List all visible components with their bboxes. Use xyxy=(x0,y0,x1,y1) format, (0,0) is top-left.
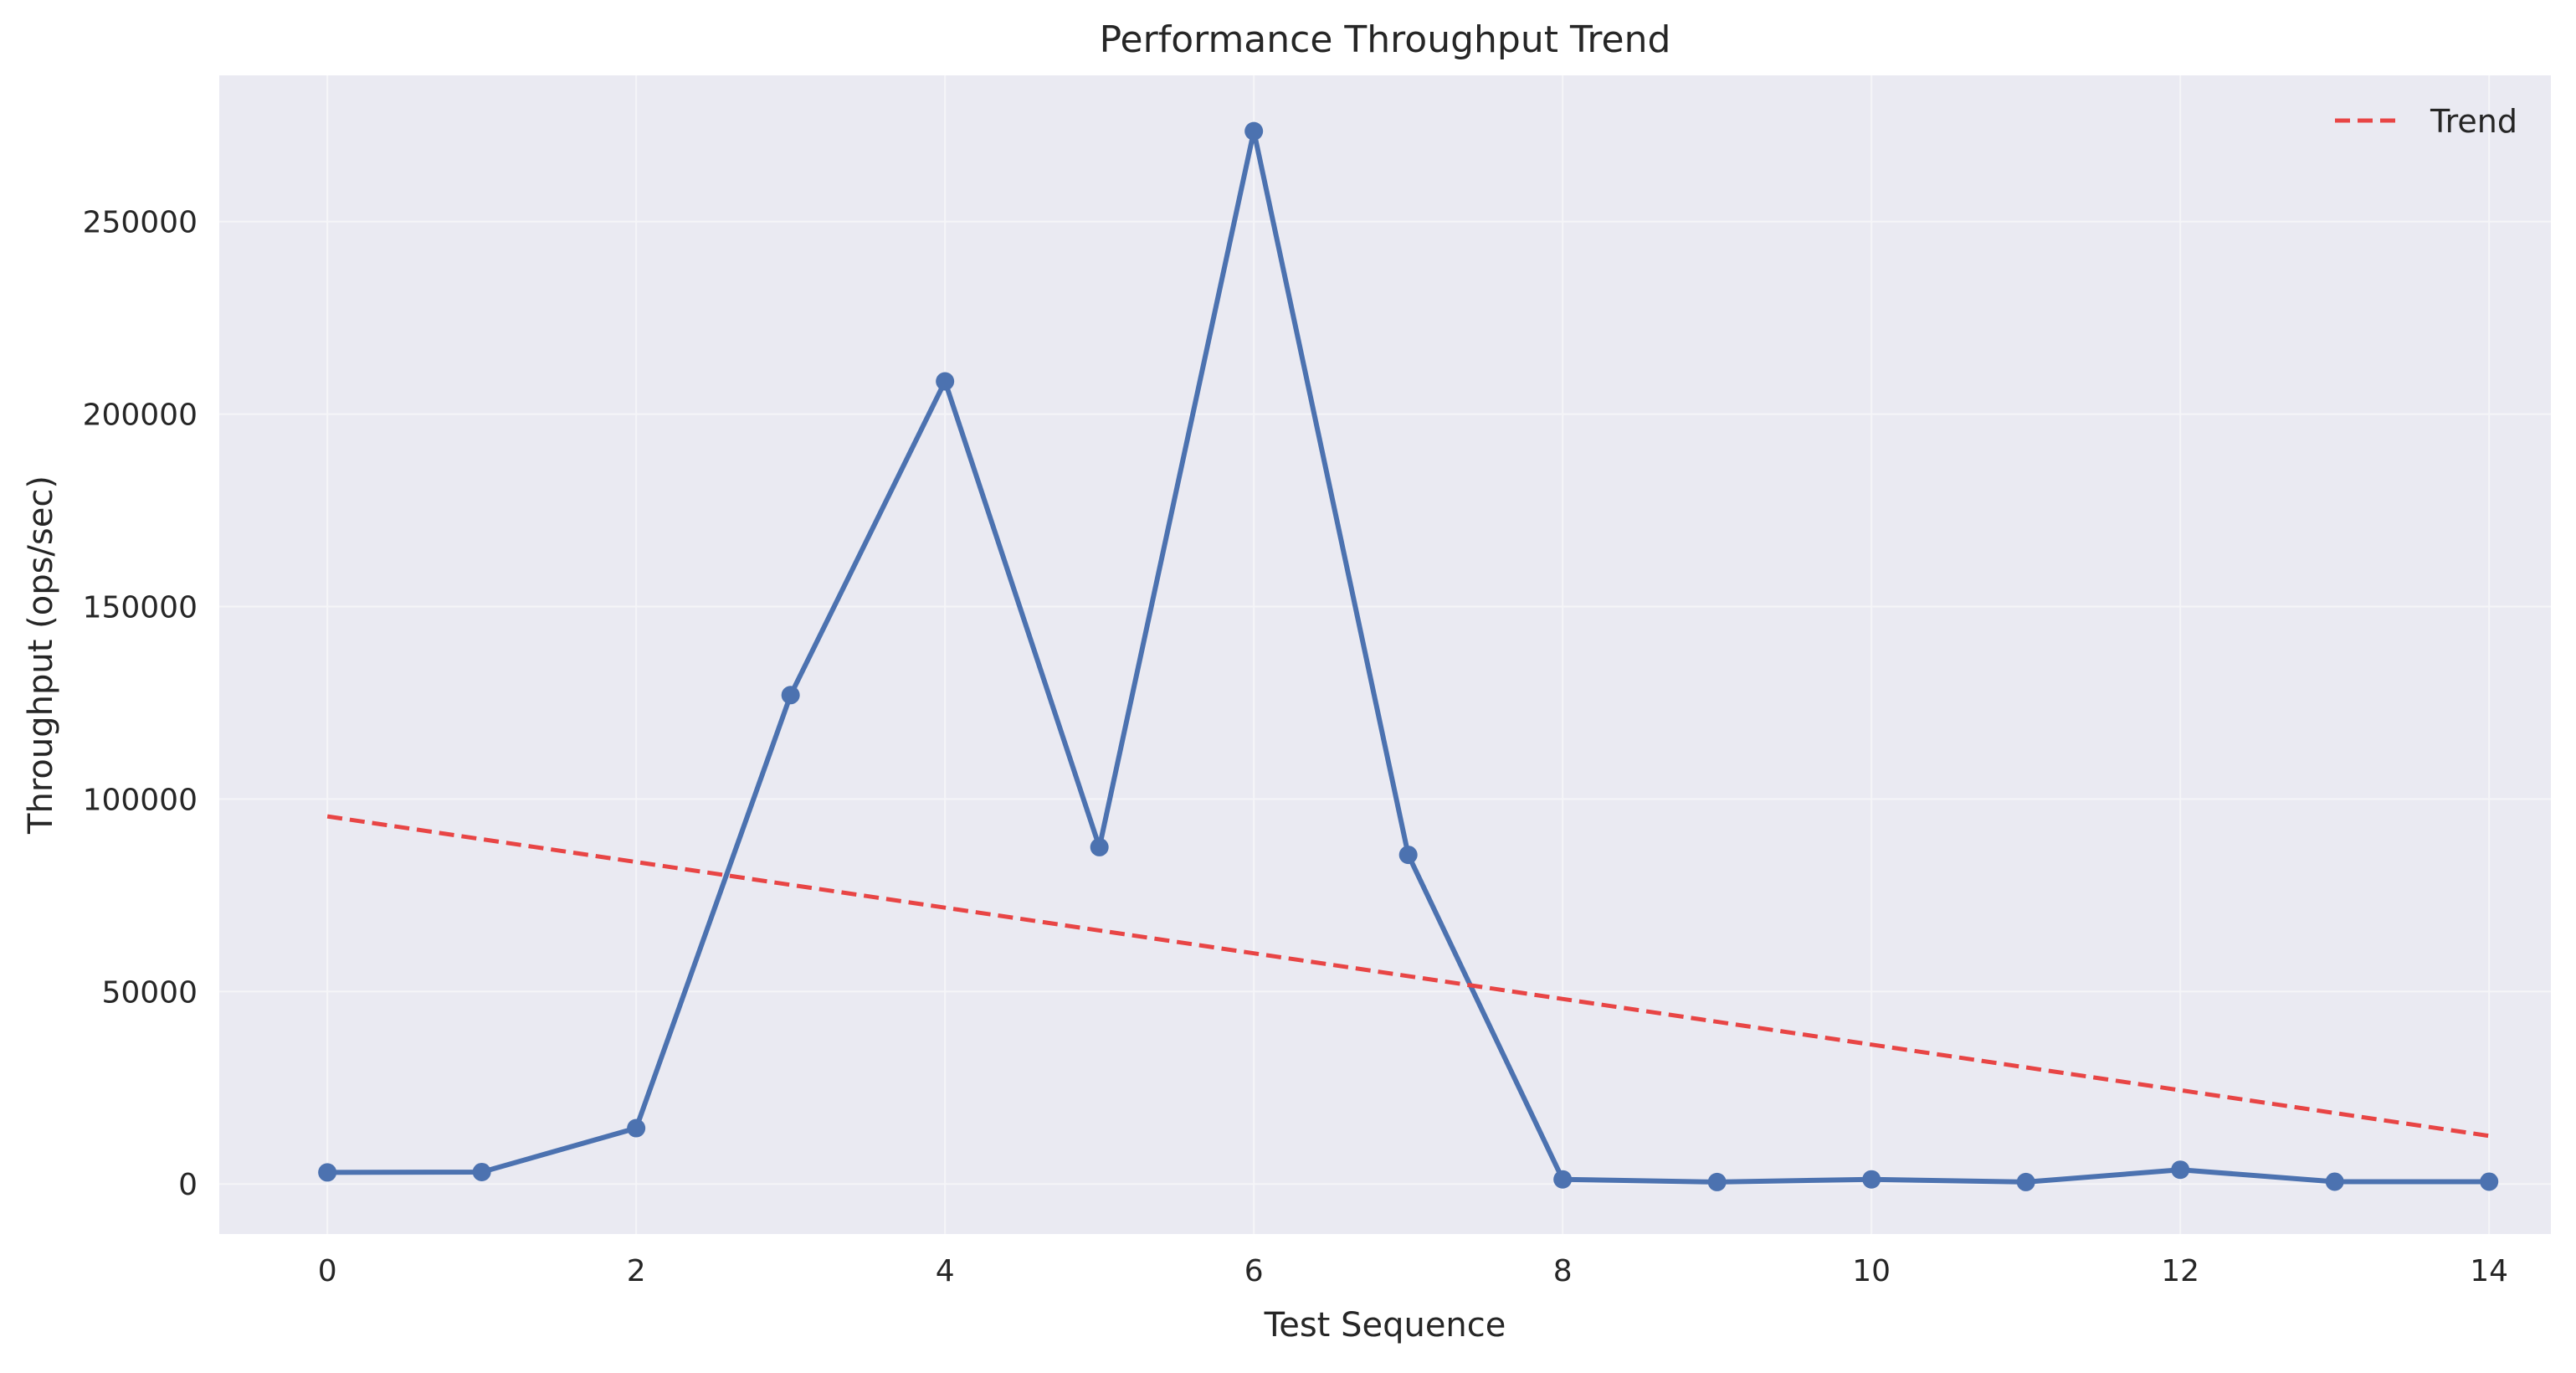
x-tick-label: 4 xyxy=(936,1254,955,1288)
legend: Trend xyxy=(2335,103,2517,140)
data-point xyxy=(318,1163,337,1182)
plot-area xyxy=(219,75,2551,1234)
x-tick-label: 2 xyxy=(627,1254,646,1288)
data-point xyxy=(1707,1172,1727,1191)
y-tick-label: 0 xyxy=(178,1168,198,1202)
data-point xyxy=(1244,121,1264,141)
y-tick-label: 50000 xyxy=(101,975,198,1010)
data-point xyxy=(1398,846,1418,865)
data-point xyxy=(1090,837,1109,856)
y-axis-label: Throughput (ops/sec) xyxy=(22,476,60,835)
data-point xyxy=(2325,1172,2344,1191)
chart-title: Performance Throughput Trend xyxy=(1100,18,1671,61)
legend-trend-label: Trend xyxy=(2430,103,2517,140)
x-tick-label: 10 xyxy=(1852,1254,1891,1288)
y-tick-label: 150000 xyxy=(83,591,198,625)
x-tick-label: 14 xyxy=(2470,1254,2508,1288)
x-tick-label: 6 xyxy=(1244,1254,1264,1288)
y-tick-label: 200000 xyxy=(83,399,198,433)
y-tick-label: 100000 xyxy=(83,783,198,817)
x-tick-label: 12 xyxy=(2161,1254,2199,1288)
data-point xyxy=(936,372,955,391)
data-point xyxy=(2016,1172,2035,1191)
data-point xyxy=(1553,1170,1573,1189)
y-tick-label: 250000 xyxy=(83,206,198,240)
tick-labels: 0 2 4 6 8 10 12 14 0 50000 100000 150000 200000 25000… xyxy=(83,206,2509,1288)
x-axis-label: Test Sequence xyxy=(1264,1306,1506,1345)
data-point xyxy=(627,1118,646,1138)
series-layer xyxy=(318,121,2499,1191)
x-tick-label: 8 xyxy=(1553,1254,1573,1288)
data-point xyxy=(1862,1170,1881,1189)
data-point xyxy=(2171,1160,2190,1180)
grid-lines xyxy=(219,75,2551,1234)
data-point xyxy=(781,686,800,705)
trend-line xyxy=(326,814,2490,1139)
data-point xyxy=(472,1162,491,1181)
x-tick-label: 0 xyxy=(318,1254,337,1288)
data-point xyxy=(2480,1172,2499,1191)
